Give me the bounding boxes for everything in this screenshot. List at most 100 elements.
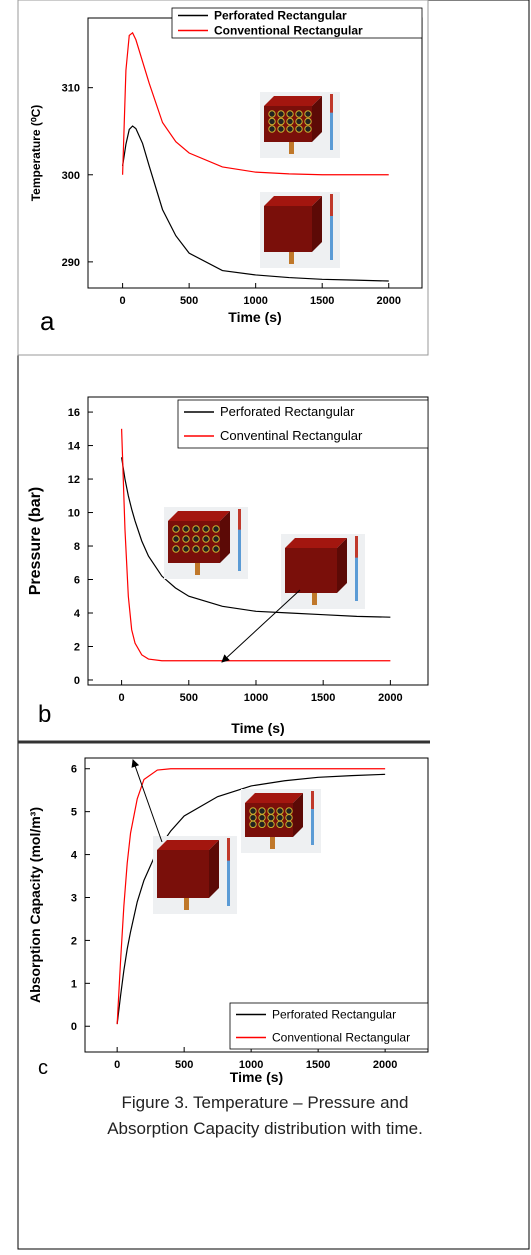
y-tick-label: 310 [62,83,80,95]
inset-stem [312,593,317,605]
y-tick-label: 16 [68,407,80,419]
inset-hole [258,813,266,822]
panel-label: a [40,306,55,336]
inset-hole [172,525,180,533]
inset-hole [285,820,293,829]
y-axis-title: Pressure (bar) [27,487,44,596]
inset-hole [202,535,210,543]
y-tick-label: 2 [71,935,77,947]
inset-side [285,548,337,593]
inset-right [337,538,347,593]
inset-top [264,196,322,206]
inset-hole [249,813,257,822]
caption: Figure 3. Temperature – Pressure and [122,1093,409,1112]
inset-hole [276,813,284,822]
inset-right [312,96,322,142]
inset-hole [268,110,276,118]
y-tick-label: 5 [71,807,77,819]
inset-right [312,196,322,252]
y-tick-label: 4 [71,850,78,862]
inset-hole [277,117,285,126]
x-tick-label: 1000 [239,1059,263,1071]
inset-colorbar [330,194,333,216]
inset-model [260,192,340,268]
inset-hole [268,117,276,126]
data-line [121,428,391,662]
inset-colorbar [330,194,333,260]
y-tick-label: 4 [74,608,81,620]
inset-hole [267,820,275,829]
inset-side [264,206,312,252]
legend-label: Perforated Rectangular [214,9,347,23]
inset-stem [184,898,189,910]
y-axis-title: Temperature (⁰C) [29,105,43,202]
inset-hole [304,117,312,126]
y-tick-label: 6 [74,575,80,587]
inset-hole [182,535,190,543]
inset-hole [276,807,284,815]
inset-right [209,840,219,898]
x-tick-label: 2000 [373,1059,397,1071]
inset-colorbar [311,791,314,809]
y-tick-label: 6 [71,764,77,776]
x-axis-title: Time (s) [231,720,284,736]
plot-frame [87,17,423,289]
inset-right [293,793,303,837]
inset-hole [258,807,266,815]
y-tick-label: 0 [71,1021,77,1033]
inset-hole [202,525,210,533]
inset-model [281,534,365,609]
inset-stem [289,142,294,154]
inset-right [220,511,230,563]
inset-hole [192,545,200,553]
y-tick-label: 1 [71,978,77,990]
inset-colorbar [227,838,230,906]
plot-frame [84,757,429,1053]
inset-top [245,793,303,803]
inset-colorbar [238,509,241,571]
inset-hole [172,545,180,553]
legend-label: Conventional Rectangular [214,24,363,38]
y-axis-title: Absorption Capacity (mol/m³) [27,807,43,1003]
inset-hole [267,807,275,815]
inset-hole [295,110,303,118]
x-tick-label: 0 [120,295,126,307]
inset-hole [182,545,190,553]
x-tick-label: 0 [114,1059,120,1071]
x-tick-label: 1500 [311,692,335,704]
inset-hole [295,117,303,126]
inset-top [157,840,219,850]
inset-hole [286,110,294,118]
inset-colorbar [330,94,333,113]
inset-hole [285,813,293,822]
legend-box [177,399,429,449]
annotation-arrow [221,589,301,663]
data-line [122,31,389,176]
x-tick-label: 1500 [306,1059,330,1071]
inset-hole [304,125,312,133]
inset-colorbar [355,536,358,601]
inset-hole [212,525,220,533]
data-line [121,457,391,618]
y-tick-label: 2 [74,641,80,653]
y-tick-label: 8 [74,541,80,553]
x-tick-label: 1000 [243,295,267,307]
inset-hole [192,525,200,533]
inset-top [264,96,322,106]
annotation-arrow [131,759,163,843]
legend-label: Perforated Rectangular [272,1008,396,1022]
inset-hole [212,535,220,543]
inset-hole [249,807,257,815]
x-tick-label: 2000 [376,295,400,307]
inset-stem [289,252,294,264]
outer-frame [17,0,530,1250]
inset-hole [267,813,275,822]
panel-label: b [38,701,51,728]
data-line [116,768,386,1025]
x-axis-title: Time (s) [228,309,281,325]
x-tick-label: 0 [119,692,125,704]
y-tick-label: 0 [74,675,80,687]
inset-hole [212,545,220,553]
inset-model [241,789,321,853]
y-tick-label: 12 [68,474,80,486]
